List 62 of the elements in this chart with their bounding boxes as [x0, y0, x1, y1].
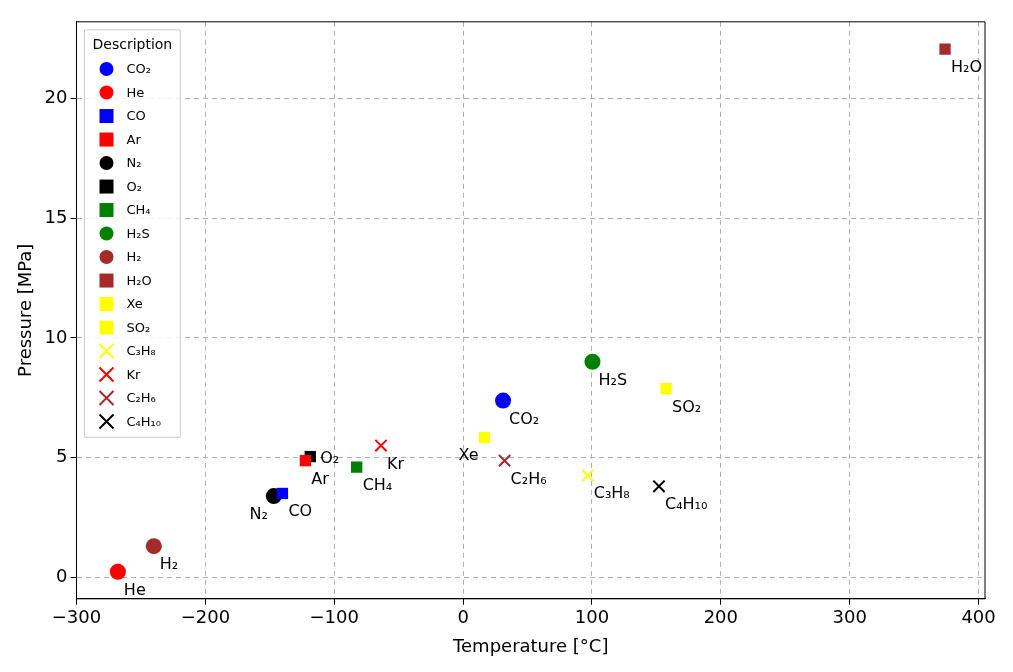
annotation: H₂: [159, 554, 179, 574]
legend-label: Xe: [126, 296, 143, 312]
annotation: C₂H₆: [510, 468, 547, 488]
legend-label: H₂S: [126, 225, 150, 241]
legend-label: CO₂: [126, 61, 152, 77]
annotation: Ar: [311, 468, 330, 488]
y-tick-label: 15: [44, 205, 68, 227]
annotation: SO₂: [672, 396, 702, 416]
annotation: Kr: [387, 453, 405, 473]
legend-label: H₂: [126, 249, 142, 265]
y-tick-label: 20: [44, 86, 68, 108]
annotation: N₂: [249, 504, 268, 524]
point: [939, 43, 951, 55]
point: [495, 392, 512, 409]
legend-label: C₃H₈: [126, 343, 156, 359]
y-axis-title: Pressure [MPa]: [14, 243, 36, 377]
annotation: CO: [288, 501, 313, 521]
annotation: C₃H₈: [593, 483, 630, 503]
legend-label: Ar: [126, 131, 142, 147]
y-tick-label: 5: [56, 445, 68, 467]
y-tick-label: 0: [56, 564, 68, 586]
point: [109, 563, 126, 580]
y-tick-label: 10: [44, 325, 68, 347]
point: [299, 455, 312, 467]
point: [374, 438, 388, 453]
x-axis-title: Temperature [°C]: [452, 634, 609, 656]
point: [478, 431, 491, 444]
annotation: H₂O: [951, 57, 983, 77]
legend-label: C₂H₆: [126, 390, 156, 406]
annotation: CH₄: [362, 475, 393, 495]
point: [351, 461, 363, 473]
x-tick-label: 200: [703, 606, 739, 628]
legend-label: SO₂: [126, 319, 151, 335]
point: [660, 382, 672, 395]
annotation: Xe: [458, 445, 479, 465]
x-tick-label: 0: [457, 606, 469, 628]
annotation: He: [123, 579, 146, 599]
point: [276, 487, 289, 500]
legend-label: C₄H₁₀: [126, 413, 161, 429]
x-tick-label: 400: [961, 606, 996, 628]
legend-label: O₂: [126, 178, 142, 194]
x-tick-label: −200: [180, 606, 231, 628]
x-tick-label: −100: [309, 606, 359, 628]
legend-label: CO: [126, 108, 146, 124]
point: [652, 479, 666, 493]
point: [581, 468, 595, 483]
x-tick-label: 100: [574, 606, 610, 628]
point: [584, 353, 601, 370]
legend-label: CH₄: [126, 202, 151, 218]
point: [497, 454, 512, 468]
annotation: CO₂: [509, 408, 540, 428]
annotation: C₄H₁₀: [664, 494, 708, 514]
annotation: H₂S: [598, 369, 628, 389]
legend-label: H₂O: [126, 272, 152, 288]
x-tick-label: −300: [51, 606, 102, 628]
x-tick-label: 300: [832, 606, 867, 628]
legend-title: Description: [92, 36, 173, 53]
annotation: O₂: [320, 447, 340, 467]
legend-label: He: [126, 84, 145, 100]
legend-label: Kr: [126, 366, 142, 382]
point: [145, 538, 162, 555]
legend-label: N₂: [126, 155, 142, 171]
